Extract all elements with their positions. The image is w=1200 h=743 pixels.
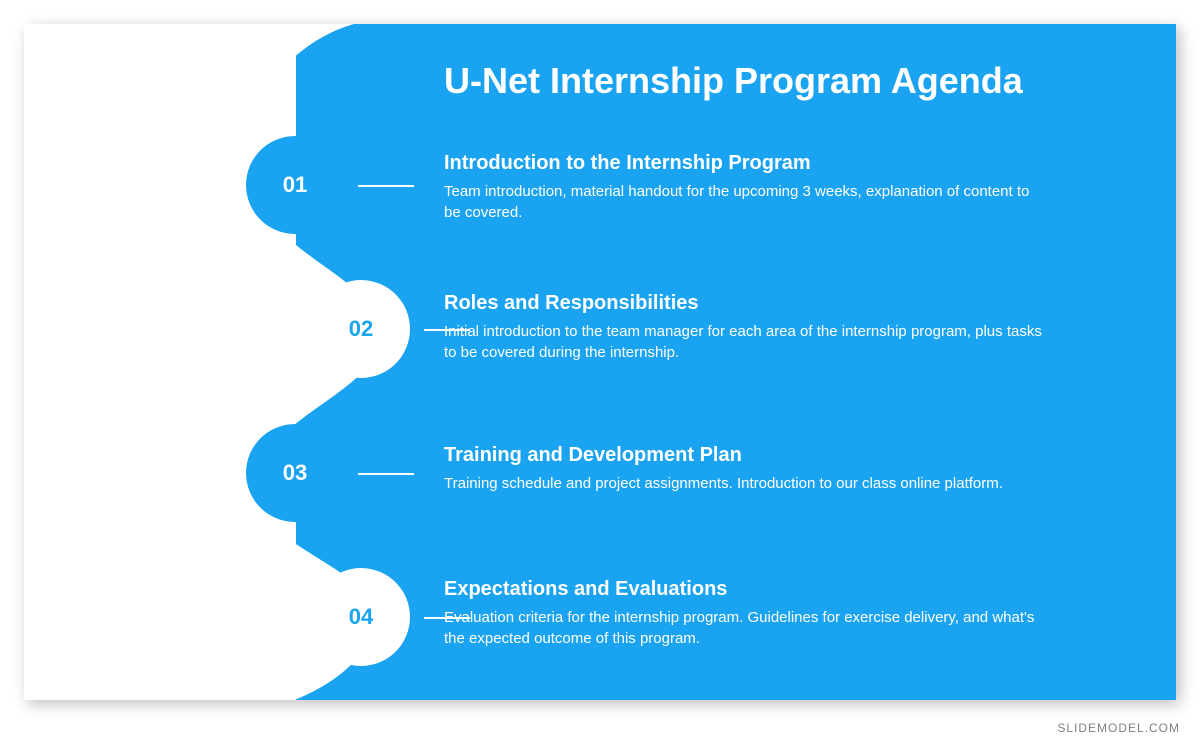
item-title: Training and Development Plan: [444, 444, 1044, 467]
item-description: Initial introduction to the team manager…: [444, 321, 1044, 363]
connector-line: [358, 473, 414, 475]
watermark: SLIDEMODEL.COM: [1057, 721, 1180, 735]
item-title: Expectations and Evaluations: [444, 578, 1044, 601]
item-title: Introduction to the Internship Program: [444, 152, 1044, 175]
item-description: Training schedule and project assignment…: [444, 473, 1044, 494]
item-text: Roles and Responsibilities Initial introd…: [444, 292, 1044, 363]
slide: U-Net Internship Program Agenda 01 Introd…: [24, 24, 1176, 700]
item-description: Team introduction, material handout for …: [444, 181, 1044, 223]
number-circle: 03: [246, 424, 344, 522]
number-circle: 01: [246, 136, 344, 234]
item-text: Training and Development Plan Training sc…: [444, 444, 1044, 494]
item-description: Evaluation criteria for the internship p…: [444, 607, 1044, 649]
item-text: Expectations and Evaluations Evaluation c…: [444, 578, 1044, 649]
item-text: Introduction to the Internship Program Te…: [444, 152, 1044, 223]
number-circle: 02: [312, 280, 410, 378]
number-circle: 04: [312, 568, 410, 666]
slide-title: U-Net Internship Program Agenda: [444, 60, 1144, 102]
item-title: Roles and Responsibilities: [444, 292, 1044, 315]
connector-line: [358, 185, 414, 187]
